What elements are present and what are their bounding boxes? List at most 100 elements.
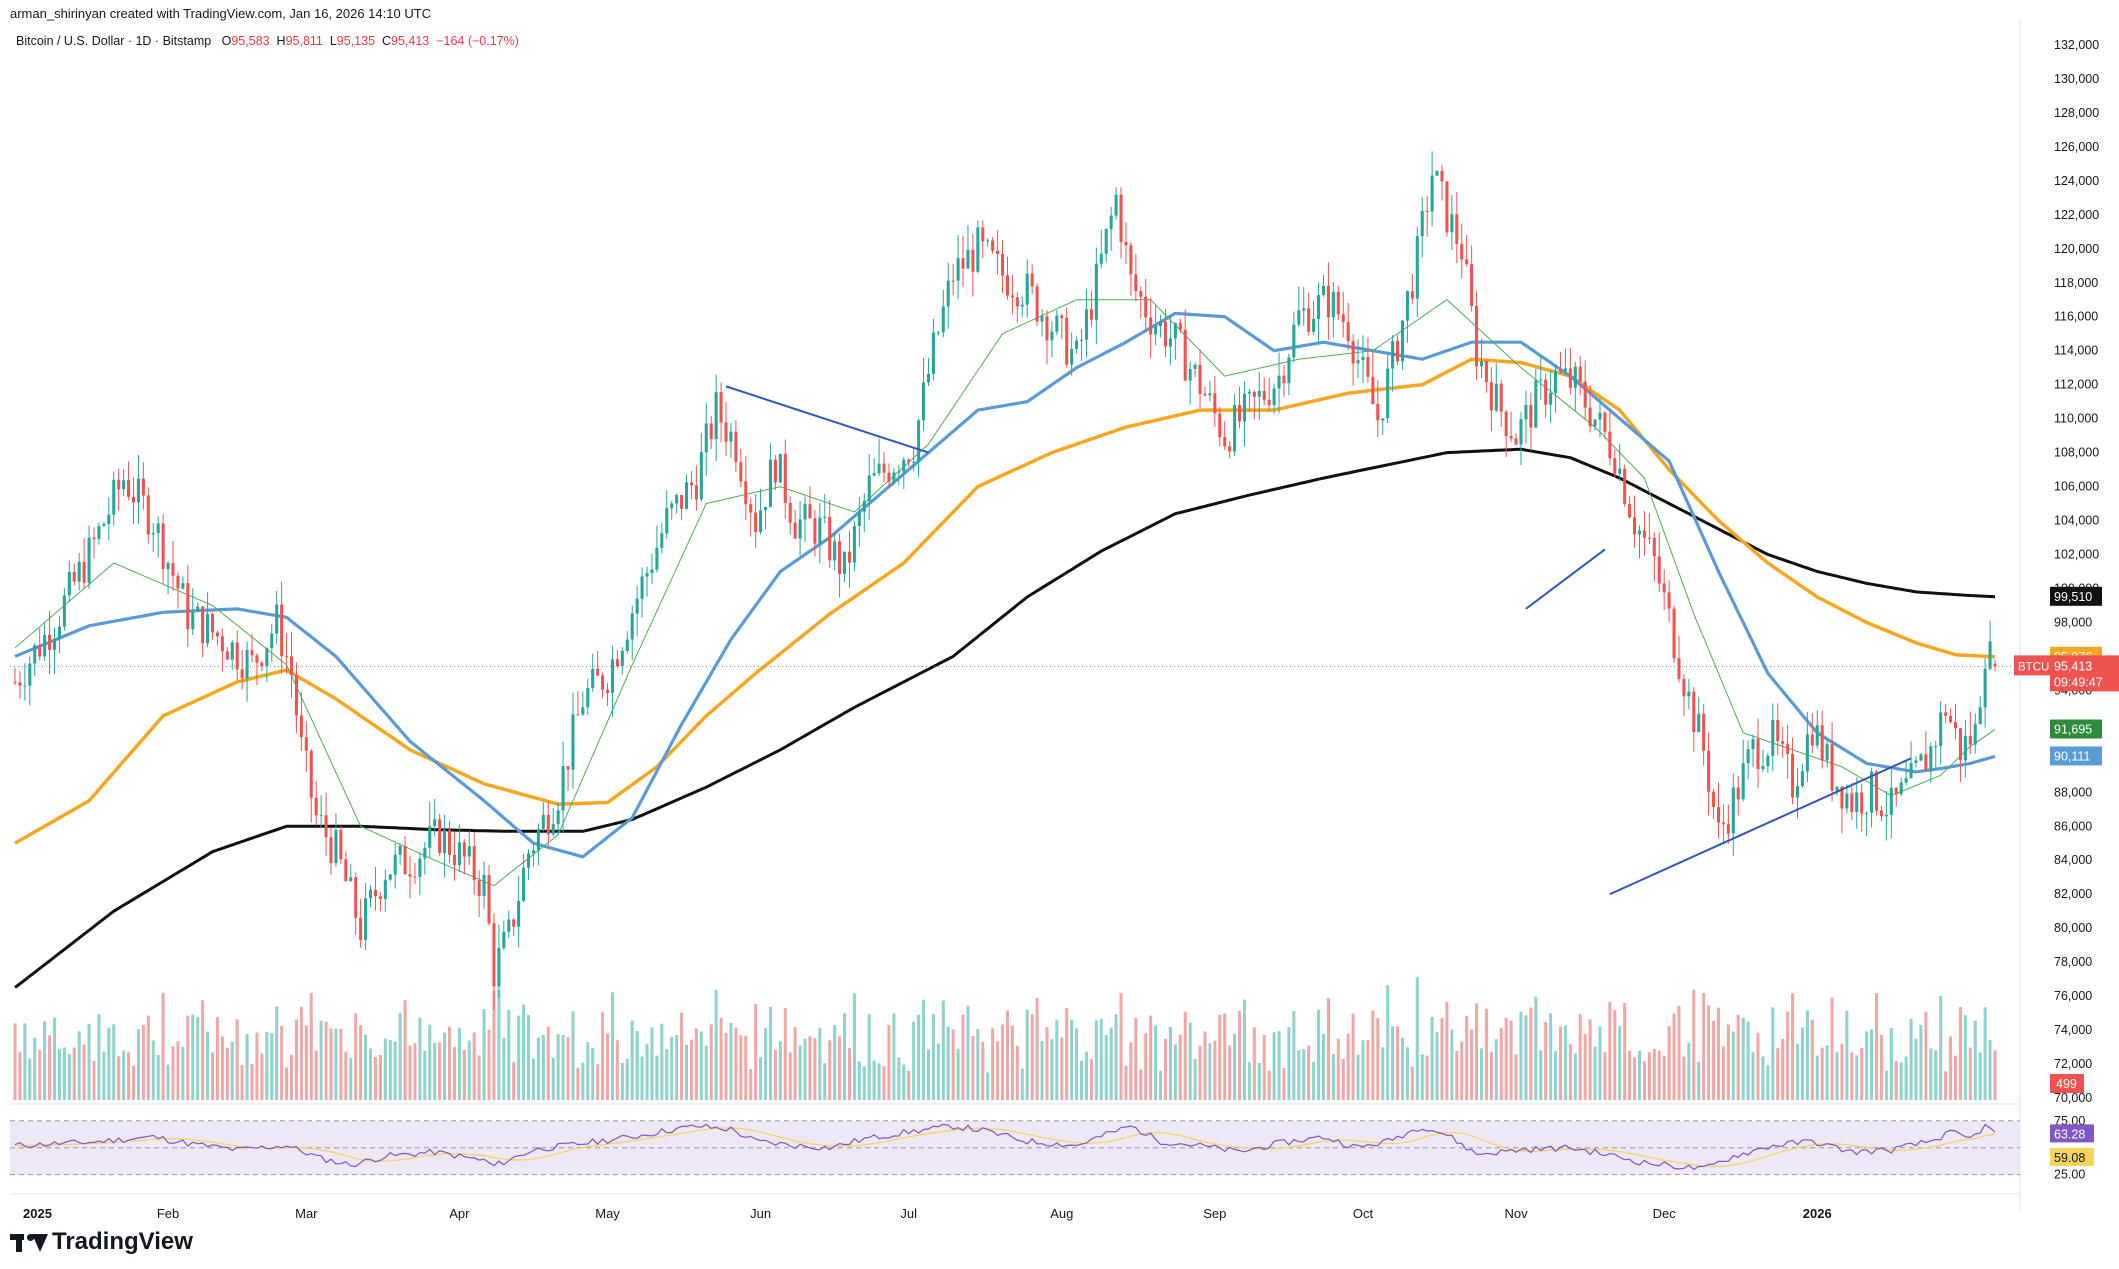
volume-bar [1020, 1068, 1024, 1100]
volume-bar [788, 1052, 792, 1100]
volume-bar [502, 1037, 506, 1100]
candle-body [309, 750, 313, 798]
volume-bar [38, 1049, 42, 1100]
candle-body [986, 240, 990, 242]
candle-body [1242, 393, 1247, 422]
volume-bar [1336, 1038, 1340, 1100]
tradingview-logo[interactable]: TradingView [10, 1228, 193, 1256]
candle-body [260, 662, 264, 667]
candle-body [1534, 380, 1538, 428]
candle-body [689, 482, 693, 486]
candle-body [744, 481, 748, 505]
candle-body [1233, 405, 1237, 452]
candle-body [334, 830, 338, 864]
x-tick-label: Sep [1203, 1206, 1226, 1221]
volume-bar [1554, 1051, 1558, 1100]
volume-bar [1104, 1035, 1108, 1100]
trendline [725, 385, 929, 454]
volume-bar [156, 1054, 160, 1100]
volume-bar [235, 1019, 239, 1100]
candle-body [586, 688, 590, 708]
candle-body [1761, 766, 1765, 770]
candle-body [1618, 468, 1622, 474]
candle-body [1692, 691, 1696, 733]
volume-bar [102, 1051, 106, 1100]
candle-body [1874, 771, 1879, 811]
y-tick-label: 112,000 [2054, 378, 2098, 392]
candle-body [1326, 285, 1330, 318]
symbol-legend[interactable]: Bitcoin / U.S. Dollar · 1D · Bitstamp O9… [16, 34, 519, 48]
candle-body [1944, 712, 1948, 716]
candle-body [1075, 340, 1079, 349]
volume-bar [210, 1052, 215, 1100]
volume-bar [1914, 1038, 1918, 1100]
candle-body [833, 541, 837, 561]
volume-bar [28, 1058, 32, 1100]
candle-body [1633, 517, 1637, 535]
candle-body [522, 867, 526, 901]
candle-body [1386, 368, 1390, 419]
candle-body [857, 511, 861, 527]
candle-body [447, 829, 452, 855]
candle-body [1642, 530, 1646, 538]
candle-body [1450, 214, 1454, 233]
volume-bar [250, 1063, 254, 1100]
candle-body [1786, 743, 1790, 755]
volume-bar [1238, 1011, 1242, 1100]
volume-bar [1504, 1017, 1508, 1100]
volume-bar [1968, 1047, 1972, 1100]
candle-body [1889, 787, 1893, 815]
candle-body [645, 573, 649, 577]
volume-bar [196, 1017, 200, 1100]
volume-bar [1603, 1051, 1607, 1100]
volume-bar [1949, 1036, 1953, 1100]
candle-body [793, 522, 797, 539]
candle-body [1707, 750, 1711, 792]
candle-body [665, 508, 669, 534]
volume-bar [1929, 1048, 1933, 1100]
volume-bar [1144, 1033, 1148, 1100]
candle-body [349, 877, 353, 882]
volume-bar [1746, 1021, 1750, 1100]
candle-body [931, 332, 935, 374]
volume-bar [773, 1049, 777, 1100]
volume-bar [1430, 1016, 1434, 1100]
candle-body [517, 900, 521, 927]
volume-bar [1805, 1010, 1809, 1100]
y-tick-label: 114,000 [2054, 344, 2098, 358]
candle-body [1228, 446, 1232, 452]
volume-bar [127, 1052, 131, 1100]
candle-body [1855, 792, 1859, 812]
volume-bar [1445, 1001, 1449, 1100]
candle-body [388, 874, 392, 880]
candle-body [1405, 291, 1409, 321]
volume-bar [877, 1063, 881, 1100]
candle-body [709, 423, 713, 440]
volume-bar [1154, 1025, 1158, 1100]
volume-bar [82, 1044, 86, 1100]
candle-body [1252, 391, 1256, 397]
volume-bar [122, 1050, 126, 1100]
volume-bar [151, 1040, 155, 1100]
candle-body [1697, 713, 1701, 733]
candle-body [1475, 306, 1479, 367]
volume-bar [867, 1014, 871, 1100]
volume-bar [1183, 1011, 1187, 1100]
volume-bar [186, 1015, 190, 1100]
volume-bar [1870, 1029, 1874, 1100]
candle-body [423, 847, 427, 859]
candle-body [265, 648, 269, 667]
volume-bar [1035, 997, 1039, 1100]
volume-bar [1396, 1026, 1400, 1100]
candle-body [1119, 194, 1123, 243]
close-label: C [381, 34, 392, 48]
volume-bar [265, 1031, 269, 1100]
volume-bar [852, 993, 856, 1100]
volume-bar [117, 1056, 121, 1100]
volume-bar [1776, 1048, 1780, 1100]
candle-body [275, 604, 279, 634]
candle-body [1973, 724, 1977, 745]
volume-bar [1860, 1048, 1864, 1100]
candle-body [1598, 412, 1602, 420]
